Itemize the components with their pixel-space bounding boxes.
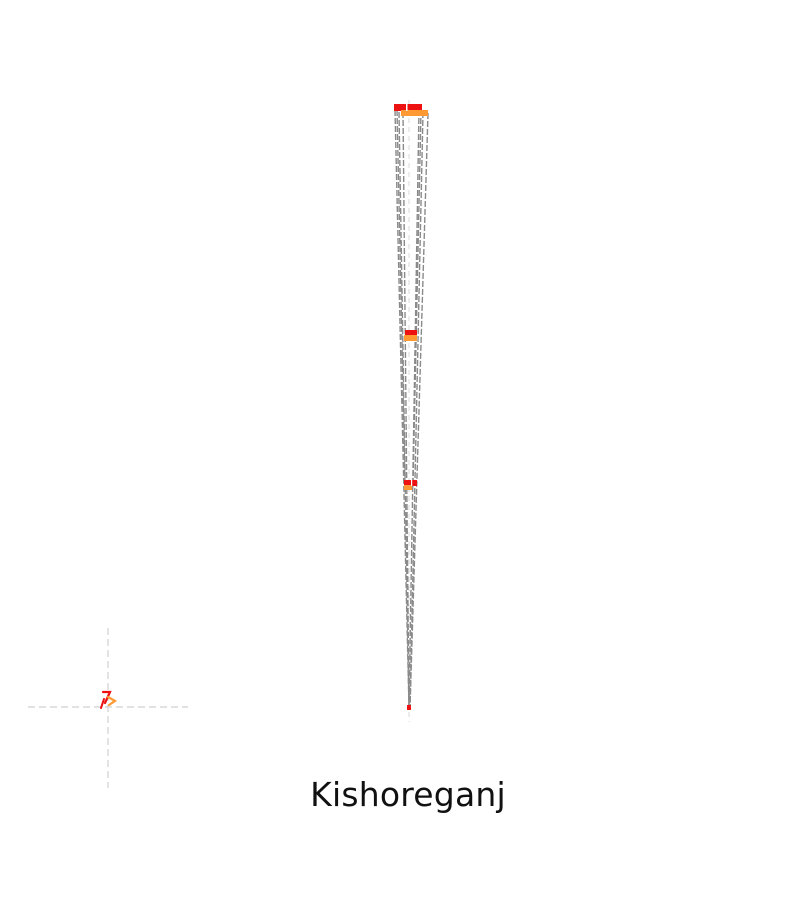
top-marker-cluster <box>394 104 428 116</box>
place-name-label: Kishoreganj <box>310 775 506 814</box>
lower-marker-cluster <box>404 480 417 490</box>
locator-glyph <box>100 690 118 709</box>
middle-marker-cluster <box>404 330 417 341</box>
spire-connectors <box>394 109 429 709</box>
apex-marker <box>407 705 411 710</box>
locator-crosshair <box>28 628 188 788</box>
